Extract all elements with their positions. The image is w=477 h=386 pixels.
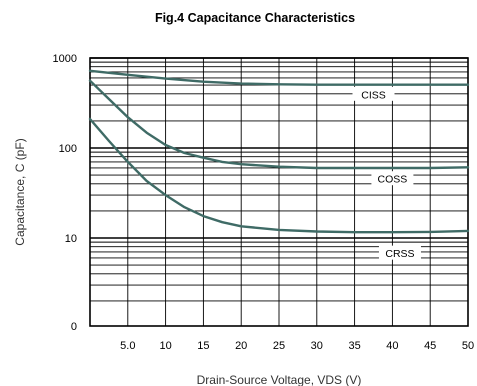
series-line-crss [88,117,470,234]
grid-lines [90,57,468,326]
x-tick-label: 5.0 [120,340,135,352]
series-line-ciss [88,69,470,86]
series-label-coss: COSS [378,174,408,186]
series-label-bg [352,86,395,101]
x-tick-label: 45 [424,340,436,352]
series-line-coss [88,79,470,170]
x-tick-label: 40 [386,340,398,352]
y-tick-label: 1000 [53,53,77,65]
y-axis-label: Capacitance, C (pF) [13,138,27,245]
series-labels: CISS COSS CRSS [352,86,421,260]
y-tick-label: 100 [59,143,77,155]
y-tick-label: 0 [71,321,77,333]
x-tick-label: 25 [273,340,285,352]
x-tick-label: 20 [235,340,247,352]
plot-frame [89,57,469,327]
series-label-ciss: CISS [361,89,386,101]
x-tick-label: 15 [197,340,209,352]
chart-title: Fig.4 Capacitance Characteristics [155,11,355,25]
series-label-crss: CRSS [385,248,414,260]
x-tick-label: 10 [159,340,171,352]
x-axis-label: Drain-Source Voltage, VDS (V) [197,373,362,386]
series-lines [88,69,470,234]
x-tick-label: 50 [462,340,474,352]
x-tick-label: 30 [311,340,323,352]
x-tick-label: 35 [348,340,360,352]
series-label-bg [371,171,414,186]
series-label-bg [378,245,421,260]
y-tick-label: 10 [65,233,77,245]
